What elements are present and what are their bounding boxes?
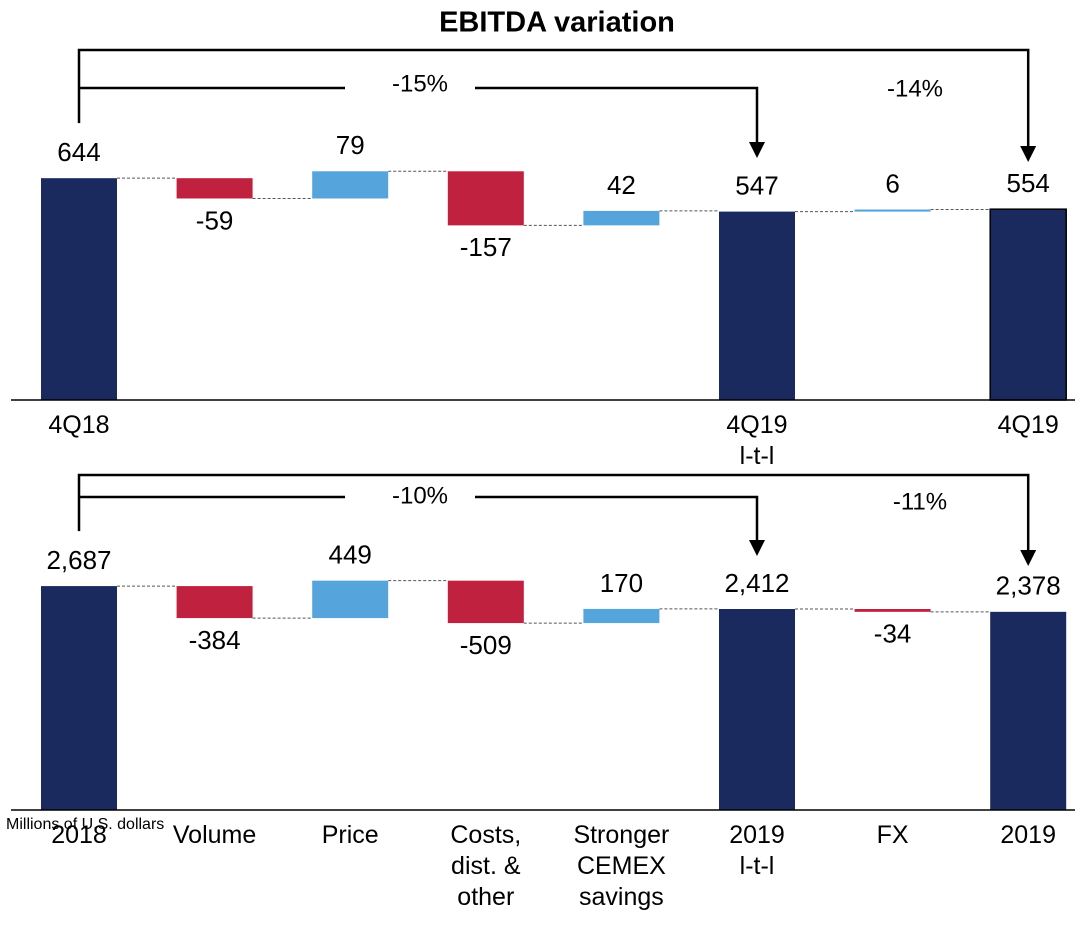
bracket — [77, 48, 1030, 148]
value-label: 2,687 — [46, 545, 111, 575]
bar — [176, 178, 253, 199]
value-label: -59 — [196, 205, 234, 235]
x-tick-label: 4Q19 — [997, 411, 1059, 439]
annotation: -11% — [893, 488, 947, 515]
value-label: -34 — [874, 619, 912, 649]
bracket — [79, 495, 759, 542]
annotation: -14% — [887, 75, 943, 102]
x-tick-label: FX — [876, 821, 909, 849]
value-label: 644 — [57, 137, 100, 167]
x-tick-label: 4Q19 l-t-l — [726, 411, 788, 470]
value-label: 2,378 — [996, 571, 1061, 601]
bar — [312, 171, 389, 199]
bar — [176, 586, 253, 619]
value-label: 554 — [1007, 168, 1050, 198]
value-label: 449 — [329, 540, 372, 570]
bar — [447, 580, 524, 624]
bar — [854, 209, 931, 212]
x-tick-label: Price — [321, 821, 379, 849]
footnote: Millions of U.S. dollars — [6, 816, 164, 833]
bracket — [79, 86, 759, 144]
bar — [583, 210, 660, 226]
x-tick-label: Costs, dist. & other — [450, 821, 522, 911]
annotation: -10% — [392, 482, 448, 509]
value-label: 6 — [885, 168, 899, 198]
bar — [41, 586, 117, 810]
x-tick-label: 2019 l-t-l — [729, 821, 785, 880]
arrow-head — [1020, 146, 1037, 162]
bar — [854, 609, 931, 612]
bar — [719, 609, 795, 810]
value-label: 547 — [735, 170, 778, 200]
bar — [447, 171, 524, 226]
bracket — [77, 473, 1030, 552]
x-tick-label: 2019 — [1000, 821, 1056, 849]
value-label: -157 — [460, 232, 512, 262]
value-label: 42 — [607, 170, 636, 200]
value-label: 79 — [336, 130, 365, 160]
arrow-head — [749, 142, 765, 158]
x-tick-label: Volume — [172, 821, 257, 849]
bar — [583, 608, 660, 624]
arrow-head — [749, 540, 765, 556]
bar — [989, 208, 1067, 401]
bar — [719, 211, 795, 400]
value-label: -384 — [189, 625, 241, 655]
annotation: -15% — [392, 70, 448, 97]
x-tick-label: 4Q18 — [48, 411, 110, 439]
value-label: -509 — [460, 630, 512, 660]
bar — [990, 611, 1067, 810]
bar — [312, 580, 389, 619]
arrow-head — [1020, 550, 1037, 566]
chart-title: EBITDA variation — [439, 7, 675, 39]
bar — [41, 178, 117, 400]
x-tick-label: 2018 — [51, 821, 107, 849]
value-label: 170 — [600, 568, 643, 598]
value-label: 2,412 — [724, 568, 789, 598]
x-tick-label: Stronger CEMEX savings — [573, 821, 670, 911]
